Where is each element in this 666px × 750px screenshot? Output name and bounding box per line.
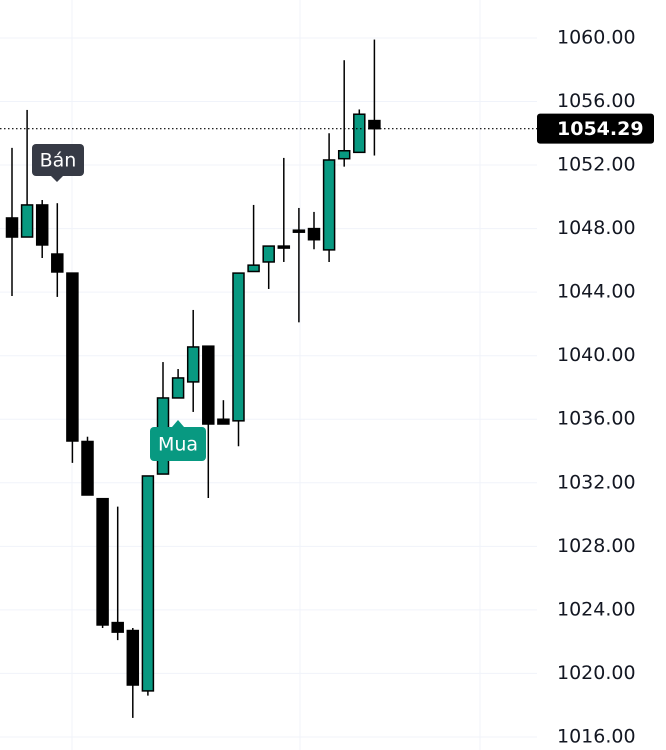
y-tick-label: 1048.00 [557, 217, 636, 239]
candle-body [217, 418, 230, 425]
candle-body [20, 204, 34, 238]
y-tick-label: 1060.00 [557, 26, 636, 48]
candle-body [292, 229, 306, 233]
candle-body [186, 346, 200, 383]
y-tick-label: 1036.00 [557, 408, 636, 430]
y-tick-label: 1032.00 [557, 471, 636, 493]
candle-body [171, 377, 185, 399]
candle-body [337, 150, 351, 160]
tag-box [32, 144, 84, 176]
candle-body [35, 204, 49, 246]
candle-body [368, 119, 381, 130]
candle-body [5, 217, 19, 238]
y-tick-label: 1040.00 [557, 344, 636, 366]
candle-body [96, 497, 109, 626]
candle-body [202, 345, 215, 425]
y-tick-label: 1020.00 [557, 662, 636, 684]
y-tick-label: 1024.00 [557, 598, 636, 620]
price-tag-label: 1054.29 [557, 118, 644, 140]
price-tag [537, 113, 654, 144]
candle-body [232, 272, 245, 422]
candle-body [51, 253, 64, 273]
candle-body [81, 440, 94, 496]
candle-body [277, 245, 291, 249]
candle-body [66, 272, 79, 442]
candle-body [247, 264, 260, 273]
candle-body [126, 629, 140, 686]
annotation-text: Mua [158, 434, 198, 456]
annotation-tag: Mua [150, 420, 206, 461]
tag-pointer [51, 176, 63, 182]
candle-body [307, 227, 321, 241]
annotation-text: Bán [40, 150, 77, 172]
tag-box [150, 427, 206, 461]
y-tick-label: 1028.00 [557, 535, 636, 557]
candle-body [262, 245, 275, 263]
candle-body [141, 475, 155, 692]
annotation-tag: Bán [32, 144, 84, 182]
tag-pointer [172, 420, 184, 427]
y-tick-label: 1044.00 [557, 281, 636, 303]
candle-body [353, 113, 366, 154]
y-tick-label: 1052.00 [557, 154, 636, 176]
candle-body [111, 621, 124, 633]
candle-body [322, 159, 336, 251]
y-tick-label: 1056.00 [557, 90, 636, 112]
y-tick-label: 1016.00 [557, 725, 636, 747]
